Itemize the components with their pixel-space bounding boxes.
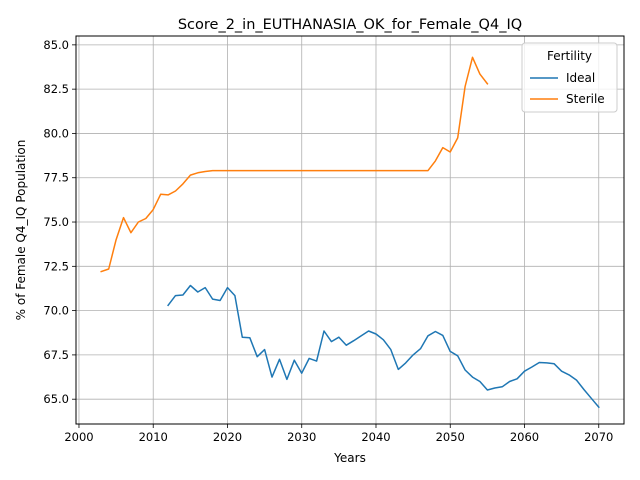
- y-tick-label: 75.0: [43, 215, 69, 229]
- series-lines: [100, 56, 600, 409]
- plot-frame: [75, 35, 625, 425]
- legend-title: Fertility: [547, 49, 592, 63]
- y-tick-label: 80.0: [43, 126, 69, 140]
- x-axis-label: Years: [333, 451, 366, 465]
- y-tick-label: 72.5: [43, 259, 69, 273]
- series-line-ideal: [167, 284, 600, 409]
- legend: Fertility Ideal Sterile: [521, 42, 618, 113]
- x-tick-label: 2070: [584, 430, 613, 444]
- y-tick-label: 67.5: [43, 348, 69, 362]
- chart-title: Score_2_in_EUTHANASIA_OK_for_Female_Q4_I…: [178, 17, 522, 33]
- y-axis-ticks: 65.0 67.5 70.0 72.5 75.0 77.5 80.0 82.5 85.0: [43, 38, 76, 406]
- y-axis-label: % of Female Q4_IQ Population: [14, 140, 28, 321]
- y-tick-label: 77.5: [43, 171, 69, 185]
- y-tick-label: 82.5: [43, 82, 69, 96]
- x-tick-label: 2050: [436, 430, 465, 444]
- x-axis-ticks: 2000 2010 2020 2030 2040 2050 2060 2070: [64, 424, 613, 444]
- y-tick-label: 70.0: [43, 304, 69, 318]
- y-tick-label: 85.0: [43, 38, 69, 52]
- x-tick-label: 2000: [64, 430, 93, 444]
- legend-box: [521, 42, 618, 113]
- x-tick-label: 2060: [510, 430, 539, 444]
- y-tick-label: 65.0: [43, 392, 69, 406]
- x-tick-label: 2040: [361, 430, 390, 444]
- x-tick-label: 2020: [213, 430, 242, 444]
- x-tick-label: 2030: [287, 430, 316, 444]
- x-tick-label: 2010: [139, 430, 168, 444]
- legend-label-ideal: Ideal: [566, 71, 595, 85]
- series-line-sterile: [100, 56, 489, 273]
- legend-label-sterile: Sterile: [566, 92, 605, 106]
